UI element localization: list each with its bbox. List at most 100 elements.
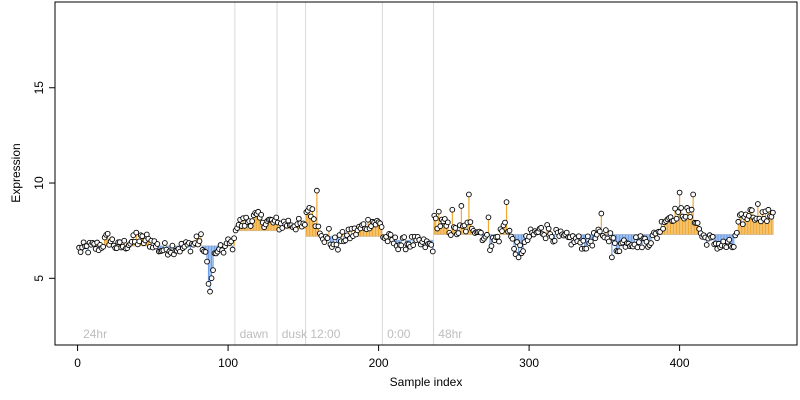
data-point (109, 236, 116, 243)
data-point (726, 236, 733, 243)
data-point (526, 233, 532, 240)
section-label: dusk (282, 327, 308, 341)
x-tick-label: 100 (218, 356, 238, 370)
data-point (690, 191, 697, 198)
data-point (709, 233, 716, 240)
data-point (422, 244, 429, 251)
data-point (342, 237, 349, 244)
data-point (193, 233, 200, 240)
data-point (633, 234, 639, 241)
data-point (292, 226, 299, 233)
section-label: 24hr (83, 327, 107, 341)
section-divider-lines (234, 2, 435, 345)
data-point (169, 242, 176, 249)
data-point (324, 235, 331, 242)
data-point (575, 233, 582, 240)
data-point (339, 228, 346, 235)
y-axis: 5 10 15 (32, 81, 56, 282)
data-point (231, 235, 237, 242)
data-point (435, 208, 442, 215)
data-point (660, 225, 666, 232)
data-point (723, 244, 730, 251)
data-point (121, 237, 128, 244)
y-tick-label: 10 (32, 176, 46, 190)
data-point (636, 239, 642, 245)
data-point (311, 216, 317, 222)
data-point (447, 232, 454, 238)
data-point (506, 227, 513, 234)
data-point (365, 216, 371, 223)
data-point (688, 206, 695, 213)
data-point (452, 225, 459, 231)
data-point (466, 191, 472, 198)
data-point (676, 189, 683, 196)
data-point (249, 218, 256, 224)
data-point (301, 221, 308, 228)
data-point (515, 254, 522, 261)
data-point (703, 242, 710, 248)
data-point (770, 209, 776, 216)
data-point (295, 215, 302, 222)
data-point (273, 214, 280, 221)
data-point (739, 221, 746, 228)
data-point (204, 258, 210, 265)
data-point (202, 249, 209, 255)
section-label: 12:00 (310, 327, 340, 341)
data-point (730, 243, 737, 250)
data-point (589, 242, 596, 249)
data-point (520, 248, 526, 254)
data-point (509, 235, 516, 242)
data-point (673, 215, 680, 222)
data-point (596, 228, 603, 235)
section-label: 48hr (438, 327, 462, 341)
data-point (606, 238, 612, 245)
data-point (654, 235, 660, 242)
data-point (326, 225, 332, 232)
x-tick-label: 300 (519, 356, 539, 370)
data-point (463, 228, 469, 235)
data-point (583, 245, 590, 252)
data-point (333, 241, 340, 248)
data-point (136, 238, 143, 245)
data-point (563, 229, 570, 236)
data-point (398, 242, 405, 249)
data-point (154, 241, 161, 247)
data-point (584, 233, 591, 240)
data-point (496, 238, 502, 245)
data-point (104, 230, 111, 237)
data-point (545, 225, 552, 232)
data-point (410, 242, 417, 249)
data-point (229, 246, 236, 253)
x-axis: 0 100 200 300 400 (74, 344, 690, 370)
data-point (765, 206, 772, 213)
data-point (503, 199, 510, 205)
data-point (485, 214, 492, 221)
data-point (187, 248, 194, 255)
section-labels: 24hr dawn dusk 12:00 0:00 48hr (83, 327, 462, 341)
data-point (511, 245, 517, 252)
data-point (205, 280, 212, 287)
data-point (478, 229, 484, 236)
data-point (494, 233, 501, 240)
data-point (196, 238, 203, 244)
data-point (429, 248, 436, 255)
data-point (607, 230, 614, 236)
y-tick-label: 5 (32, 275, 46, 282)
data-point (77, 249, 84, 255)
x-axis-title: Sample index (390, 375, 463, 389)
data-point (401, 234, 408, 240)
data-point (488, 243, 495, 249)
data-point (548, 233, 555, 240)
data-point (162, 240, 168, 246)
data-point (672, 205, 678, 212)
data-point (437, 223, 444, 229)
data-point (198, 231, 204, 237)
x-tick-label: 200 (369, 356, 389, 370)
data-point (402, 246, 409, 253)
data-point (748, 207, 755, 214)
data-point (542, 235, 549, 242)
data-point (285, 217, 292, 224)
data-point (467, 219, 474, 225)
data-point (85, 249, 91, 256)
data-point (538, 224, 544, 231)
